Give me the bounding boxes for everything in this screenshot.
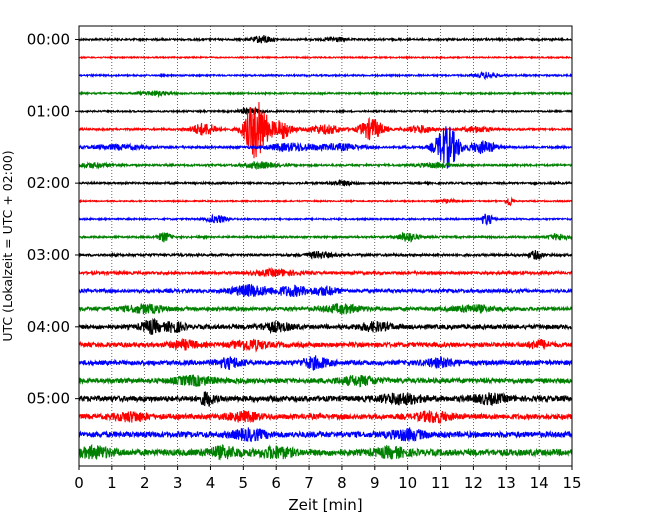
trace-0145 bbox=[78, 160, 573, 171]
y-tick-label: 02:00 bbox=[27, 174, 70, 192]
x-tick-label: 4 bbox=[206, 474, 216, 492]
trace-0100 bbox=[78, 106, 573, 116]
x-tick-label: 5 bbox=[239, 474, 249, 492]
x-tick-label: 0 bbox=[74, 474, 84, 492]
trace-0415 bbox=[78, 337, 573, 353]
trace-0530 bbox=[78, 427, 573, 443]
trace-0130 bbox=[78, 126, 573, 169]
x-tick-label: 3 bbox=[173, 474, 183, 492]
x-tick-label: 12 bbox=[464, 474, 483, 492]
y-tick-label: 01:00 bbox=[27, 102, 70, 120]
x-tick-label: 13 bbox=[497, 474, 516, 492]
y-tick-label: 04:00 bbox=[27, 318, 70, 336]
trace-0015 bbox=[78, 55, 573, 60]
y-tick-label: 00:00 bbox=[27, 30, 70, 48]
trace-0300 bbox=[78, 250, 573, 261]
x-tick-label: 9 bbox=[370, 474, 380, 492]
trace-0000 bbox=[78, 35, 573, 44]
x-ticks: 0 1 2 3 4 5 6 7 8 9 10 11 12 13 14 15 bbox=[74, 466, 582, 492]
trace-0430 bbox=[78, 355, 573, 371]
trace-0515 bbox=[78, 410, 573, 425]
trace-0545 bbox=[78, 443, 573, 461]
trace-0115 bbox=[78, 102, 573, 159]
x-tick-label: 10 bbox=[398, 474, 417, 492]
trace-0245 bbox=[78, 231, 573, 243]
x-tick-label: 8 bbox=[337, 474, 347, 492]
trace-0345 bbox=[78, 302, 573, 316]
x-axis-label: Zeit [min] bbox=[288, 496, 362, 514]
x-tick-label: 7 bbox=[304, 474, 314, 492]
x-tick-label: 11 bbox=[431, 474, 450, 492]
x-tick-label: 15 bbox=[562, 474, 581, 492]
trace-0400 bbox=[78, 317, 573, 336]
trace-0030 bbox=[78, 70, 573, 81]
traces bbox=[78, 35, 573, 461]
trace-0445 bbox=[78, 374, 573, 388]
y-tick-label: 03:00 bbox=[27, 246, 70, 264]
y-ticks: 00:00 01:00 02:00 03:00 04:00 05:00 bbox=[27, 30, 79, 408]
x-tick-label: 14 bbox=[530, 474, 549, 492]
x-tick-label: 2 bbox=[140, 474, 150, 492]
trace-0200 bbox=[78, 179, 573, 187]
y-axis-label: UTC (Lokalzeit = UTC + 02:00) bbox=[0, 150, 15, 341]
trace-0230 bbox=[78, 213, 573, 226]
trace-0330 bbox=[78, 283, 573, 298]
x-tick-label: 1 bbox=[107, 474, 117, 492]
trace-0045 bbox=[78, 89, 573, 98]
y-tick-label: 05:00 bbox=[27, 390, 70, 408]
x-tick-label: 6 bbox=[271, 474, 281, 492]
trace-0315 bbox=[78, 266, 573, 278]
trace-0500 bbox=[78, 391, 573, 407]
trace-0215 bbox=[78, 196, 573, 207]
plot-frame bbox=[78, 25, 573, 467]
